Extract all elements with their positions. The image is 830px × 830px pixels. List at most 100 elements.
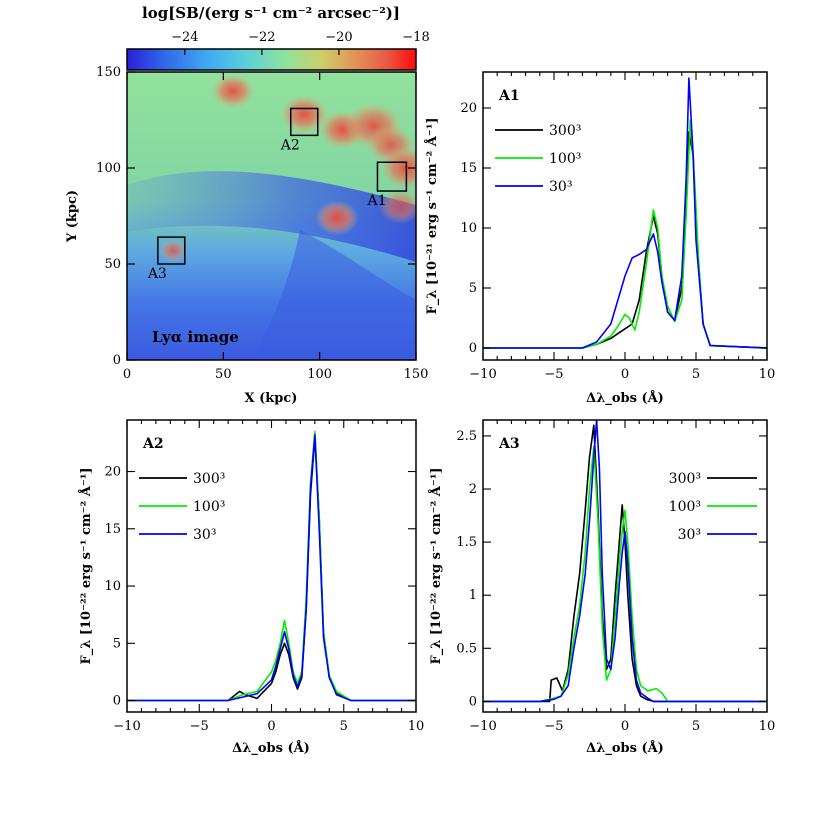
image-panel: A1 A2 A3 Lyα image 0 50 100 150 0 50 100 150 X (k… xyxy=(65,65,428,406)
region-label-a1: A1 xyxy=(366,193,386,209)
image-ylabel: Y (kpc) xyxy=(65,190,80,243)
ytick-label: 20 xyxy=(460,101,477,116)
panel-frame xyxy=(482,419,768,713)
panel-label: A2 xyxy=(142,436,164,452)
spectrum-line-100 xyxy=(483,119,767,349)
spectrum-line-100 xyxy=(483,445,767,703)
ytick-label: 15 xyxy=(460,161,477,176)
colorbar-tick-label: −24 xyxy=(171,30,198,45)
xtick-label: 0 xyxy=(267,719,275,734)
ytick-label: 1.5 xyxy=(456,535,477,550)
legend-label: 30³ xyxy=(678,527,701,543)
legend-label: 30³ xyxy=(549,179,572,195)
ytick-label: 0 xyxy=(469,341,477,356)
image-xlabel: X (kpc) xyxy=(245,391,298,406)
ytick-label: 2 xyxy=(469,482,477,497)
image-map xyxy=(127,72,416,360)
panel-frame xyxy=(482,71,768,361)
legend-label: 100³ xyxy=(669,499,701,515)
legend-label: 100³ xyxy=(549,151,581,167)
ytick-label: 10 xyxy=(460,221,477,236)
ytick-label: 10 xyxy=(104,579,121,594)
spectrum-lines xyxy=(127,430,416,702)
ytick-label: 0.5 xyxy=(456,641,477,656)
image-axes: 0 50 100 150 0 50 100 150 xyxy=(96,65,428,382)
legend-label: 300³ xyxy=(669,471,701,487)
xtick-label: −10 xyxy=(469,719,496,734)
spectrum-line-30 xyxy=(483,77,767,349)
xtick-label: 10 xyxy=(759,367,776,382)
legend-label: 30³ xyxy=(193,527,216,543)
spectrum-lines xyxy=(483,77,767,349)
x-axis-title: Δλ_obs (Å) xyxy=(232,740,310,756)
spectrum-lines xyxy=(483,420,767,703)
xtick-label: 5 xyxy=(340,719,348,734)
legend-label: 300³ xyxy=(193,471,225,487)
image-ytick-label: 50 xyxy=(104,257,121,272)
xtick-label: −5 xyxy=(190,719,209,734)
spectrum-line-30 xyxy=(127,434,416,702)
ytick-label: 0 xyxy=(113,694,121,709)
legend-label: 300³ xyxy=(549,123,581,139)
xtick-label: −5 xyxy=(544,719,563,734)
ytick-label: 15 xyxy=(104,522,121,537)
ytick-label: 20 xyxy=(104,465,121,480)
region-box-a2 xyxy=(290,107,319,137)
xtick-label: −10 xyxy=(113,719,140,734)
y-axis-title: F_λ [10⁻²² erg s⁻¹ cm⁻² Å⁻¹] xyxy=(428,467,444,664)
region-label-a3: A3 xyxy=(147,266,167,282)
xtick-label: 10 xyxy=(759,719,776,734)
spectrum-line-300 xyxy=(483,424,767,703)
y-axis-title: F_λ [10⁻²² erg s⁻¹ cm⁻² Å⁻¹] xyxy=(78,467,94,664)
spectrum-line-30 xyxy=(483,420,767,703)
ytick-label: 1 xyxy=(469,588,477,603)
spectrum-line-300 xyxy=(127,436,416,702)
image-ytick-label: 0 xyxy=(113,353,121,368)
xtick-label: 10 xyxy=(408,719,425,734)
image-xtick-label: 0 xyxy=(123,367,131,382)
x-axis-title: Δλ_obs (Å) xyxy=(586,390,664,406)
xtick-label: −10 xyxy=(469,367,496,382)
legend-label: 100³ xyxy=(193,499,225,515)
region-label-a2: A2 xyxy=(280,137,300,153)
image-title: Lyα image xyxy=(152,328,239,346)
x-axis-title: Δλ_obs (Å) xyxy=(586,740,664,756)
panel-frame xyxy=(126,419,417,713)
colorbar-ticks: −24 −22 −20 −18 xyxy=(171,30,430,55)
region-box-a1 xyxy=(376,161,408,192)
colorbar-label: log[SB/(erg s⁻¹ cm⁻² arcsec⁻²)] xyxy=(142,4,400,22)
xtick-label: 5 xyxy=(692,367,700,382)
emission-blobs xyxy=(158,73,416,263)
colorbar-bar xyxy=(126,48,417,71)
colorbar-tick-label: −22 xyxy=(248,30,275,45)
ytick-label: 2.5 xyxy=(456,429,477,444)
region-boxes: A1 A2 A3 xyxy=(147,107,408,282)
emission-blob xyxy=(211,73,255,109)
emission-blob xyxy=(158,239,188,263)
image-xtick-label: 150 xyxy=(404,367,429,382)
emission-blob xyxy=(315,200,359,236)
xtick-label: −5 xyxy=(544,367,563,382)
image-ytick-label: 150 xyxy=(96,65,121,80)
ytick-label: 5 xyxy=(469,281,477,296)
xtick-label: 0 xyxy=(621,719,629,734)
emission-blob xyxy=(378,189,416,224)
emission-blob xyxy=(280,94,329,134)
panel-label: A3 xyxy=(498,436,520,452)
ytick-label: 0 xyxy=(469,694,477,709)
image-xtick-label: 50 xyxy=(215,367,232,382)
image-ytick-label: 100 xyxy=(96,161,121,176)
image-xtick-label: 100 xyxy=(307,367,332,382)
xtick-label: 5 xyxy=(692,719,700,734)
spectrum-panel-a1: −10 −5 0 5 10 0 5 10 15 20 Δλ_obs (Å) F_λ [10⁻²¹ er… xyxy=(424,71,776,406)
xtick-label: 0 xyxy=(621,367,629,382)
panel-label: A1 xyxy=(498,88,520,104)
colorbar-tick-label: −20 xyxy=(325,30,352,45)
colorbar: log[SB/(erg s⁻¹ cm⁻² arcsec⁻²)] −24 −22 −2… xyxy=(126,4,430,71)
spectrum-panel-a3: −10 −5 0 5 10 0 0.5 1 1.5 2 2.5 Δλ_obs (Å) F_λ [10⁻²… xyxy=(428,419,776,756)
image-frame xyxy=(126,71,417,361)
colorbar-tick-label: −18 xyxy=(402,30,429,45)
spectrum-panel-a2: −10 −5 0 5 10 0 5 10 15 20 Δλ_obs (Å) F_λ [10⁻²² er… xyxy=(78,419,425,756)
ytick-label: 5 xyxy=(113,636,121,651)
